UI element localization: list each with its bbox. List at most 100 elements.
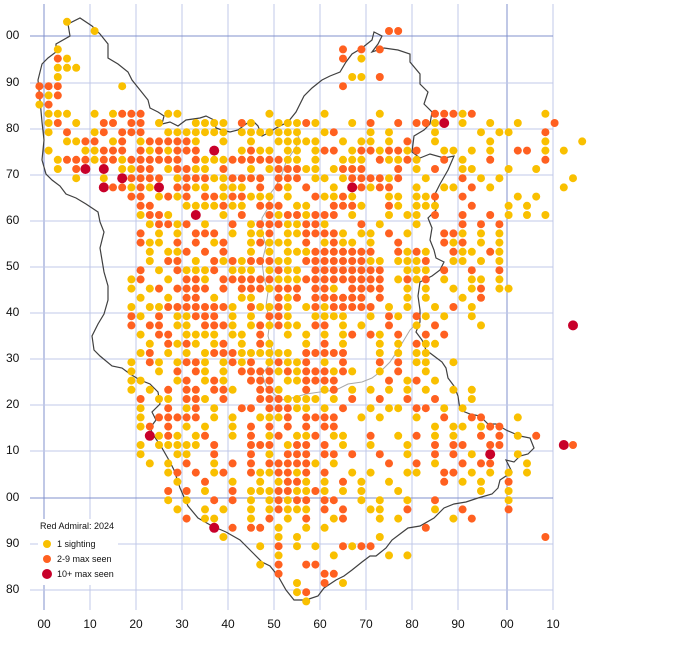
dot-2-9 xyxy=(495,431,504,440)
dot-2-9 xyxy=(127,128,136,137)
dot-2-9 xyxy=(228,174,237,183)
dot-2-9 xyxy=(173,266,182,275)
dot-one-sighting xyxy=(293,247,301,256)
dot-2-9 xyxy=(256,275,265,284)
dot-one-sighting xyxy=(385,128,393,137)
dot-10-plus xyxy=(347,182,358,193)
dot-one-sighting xyxy=(412,220,421,229)
dot-one-sighting xyxy=(293,229,301,238)
dot-2-9 xyxy=(339,542,347,551)
dot-one-sighting xyxy=(532,192,541,201)
dot-one-sighting xyxy=(283,275,292,284)
dot-one-sighting xyxy=(63,54,71,63)
dot-one-sighting xyxy=(431,201,439,210)
dot-one-sighting xyxy=(293,376,301,385)
dot-2-9 xyxy=(219,247,228,256)
dot-one-sighting xyxy=(136,404,145,413)
dot-2-9 xyxy=(191,468,200,477)
dot-one-sighting xyxy=(495,275,504,284)
dot-one-sighting xyxy=(366,385,375,394)
dot-one-sighting xyxy=(201,514,209,523)
y-axis-label: 60 xyxy=(6,213,20,227)
dot-2-9 xyxy=(182,293,191,302)
dot-2-9 xyxy=(302,275,311,284)
dot-2-9 xyxy=(155,330,163,339)
dot-2-9 xyxy=(274,505,283,514)
dot-one-sighting xyxy=(210,155,219,164)
dot-one-sighting xyxy=(283,266,292,275)
dot-one-sighting xyxy=(191,119,200,127)
dot-one-sighting xyxy=(394,275,403,284)
dot-2-9 xyxy=(283,450,292,459)
dot-2-9 xyxy=(458,238,467,247)
dot-2-9 xyxy=(136,238,145,247)
dot-2-9 xyxy=(145,165,154,173)
y-axis-label: 80 xyxy=(6,121,20,135)
dot-one-sighting xyxy=(412,211,421,219)
dot-one-sighting xyxy=(477,257,485,265)
dot-2-9 xyxy=(366,119,375,127)
dot-2-9 xyxy=(173,137,182,146)
dot-one-sighting xyxy=(467,165,476,173)
dot-one-sighting xyxy=(237,339,246,348)
dot-one-sighting xyxy=(357,155,366,164)
dot-2-9 xyxy=(219,349,228,357)
dot-one-sighting xyxy=(293,266,301,275)
dot-2-9 xyxy=(274,560,283,569)
dot-2-9 xyxy=(523,146,531,155)
dot-2-9 xyxy=(348,275,357,284)
dot-one-sighting xyxy=(329,165,338,173)
dot-2-9 xyxy=(164,385,173,394)
dot-one-sighting xyxy=(329,284,338,293)
dot-2-9 xyxy=(311,211,320,219)
dot-one-sighting xyxy=(449,422,458,431)
dot-one-sighting xyxy=(265,321,274,330)
dot-2-9 xyxy=(274,468,283,477)
dot-one-sighting xyxy=(348,73,357,81)
dot-one-sighting xyxy=(385,174,393,183)
dot-one-sighting xyxy=(366,128,375,137)
legend-label: 1 sighting xyxy=(57,538,96,549)
dot-2-9 xyxy=(311,284,320,293)
dot-one-sighting xyxy=(228,330,237,339)
dot-one-sighting xyxy=(256,303,265,311)
dot-one-sighting xyxy=(421,192,430,201)
dot-one-sighting xyxy=(191,137,200,146)
dot-2-9 xyxy=(136,192,145,201)
dot-one-sighting xyxy=(136,330,145,339)
dot-2-9 xyxy=(247,257,255,265)
dot-2-9 xyxy=(320,293,329,302)
dot-2-9 xyxy=(293,165,301,173)
dot-2-9 xyxy=(256,321,265,330)
dot-2-9 xyxy=(449,109,458,118)
dot-one-sighting xyxy=(247,312,255,321)
dot-one-sighting xyxy=(182,321,191,330)
dot-2-9 xyxy=(53,119,62,127)
dot-one-sighting xyxy=(320,487,329,495)
dot-2-9 xyxy=(329,238,338,247)
dot-2-9 xyxy=(311,413,320,422)
dot-one-sighting xyxy=(283,192,292,201)
dot-2-9 xyxy=(357,183,366,192)
dot-one-sighting xyxy=(237,201,246,210)
dot-one-sighting xyxy=(467,385,476,394)
dot-one-sighting xyxy=(145,385,154,394)
dot-one-sighting xyxy=(201,220,209,229)
dot-2-9 xyxy=(293,441,301,449)
dot-2-9 xyxy=(164,155,173,164)
dot-one-sighting xyxy=(513,119,522,127)
dot-2-9 xyxy=(283,165,292,173)
dot-one-sighting xyxy=(504,128,513,137)
dot-2-9 xyxy=(191,146,200,155)
dot-one-sighting xyxy=(173,376,182,385)
dot-one-sighting xyxy=(431,422,439,431)
dot-one-sighting xyxy=(421,284,430,293)
dot-2-9 xyxy=(228,487,237,495)
dot-one-sighting xyxy=(431,128,439,137)
y-axis-label: 30 xyxy=(6,351,20,365)
dot-one-sighting xyxy=(44,146,53,155)
dot-one-sighting xyxy=(357,477,366,486)
dot-one-sighting xyxy=(495,257,504,265)
dot-one-sighting xyxy=(412,192,421,201)
dot-one-sighting xyxy=(283,349,292,357)
